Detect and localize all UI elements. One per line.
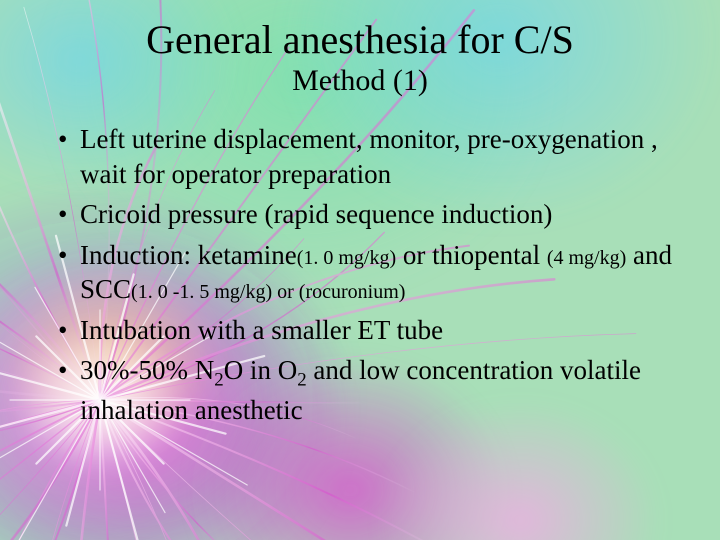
bullet-item: Cricoid pressure (rapid sequence inducti… <box>58 197 676 232</box>
text-segment: (1. 0 mg/kg) <box>297 247 396 269</box>
text-segment: 2 <box>297 370 306 391</box>
text-segment: or thiopental <box>396 240 547 270</box>
bullet-item: Left uterine displacement, monitor, pre-… <box>58 122 676 191</box>
bullet-item: Induction: ketamine(1. 0 mg/kg) or thiop… <box>58 238 676 307</box>
slide-title: General anesthesia for C/S <box>40 18 680 62</box>
text-segment: Intubation with a smaller ET tube <box>80 315 443 345</box>
text-segment: (4 mg/kg) <box>547 247 626 269</box>
bullet-item: Intubation with a smaller ET tube <box>58 313 676 348</box>
slide-content: General anesthesia for C/S Method (1) Le… <box>0 0 720 427</box>
text-segment: Left uterine displacement, monitor, pre-… <box>80 124 658 189</box>
slide-subtitle: Method (1) <box>40 64 680 98</box>
bullet-list: Left uterine displacement, monitor, pre-… <box>40 122 680 427</box>
slide: General anesthesia for C/S Method (1) Le… <box>0 0 720 540</box>
text-segment: Cricoid pressure (rapid sequence inducti… <box>80 199 552 229</box>
text-segment: Induction: ketamine <box>80 240 297 270</box>
text-segment: 30%-50% N <box>80 355 214 385</box>
text-segment: (1. 0 -1. 5 mg/kg) or (rocuronium) <box>131 281 405 303</box>
text-segment: O in O <box>224 355 298 385</box>
text-segment: 2 <box>214 370 223 391</box>
bullet-item: 30%-50% N2O in O2 and low concentration … <box>58 353 676 427</box>
